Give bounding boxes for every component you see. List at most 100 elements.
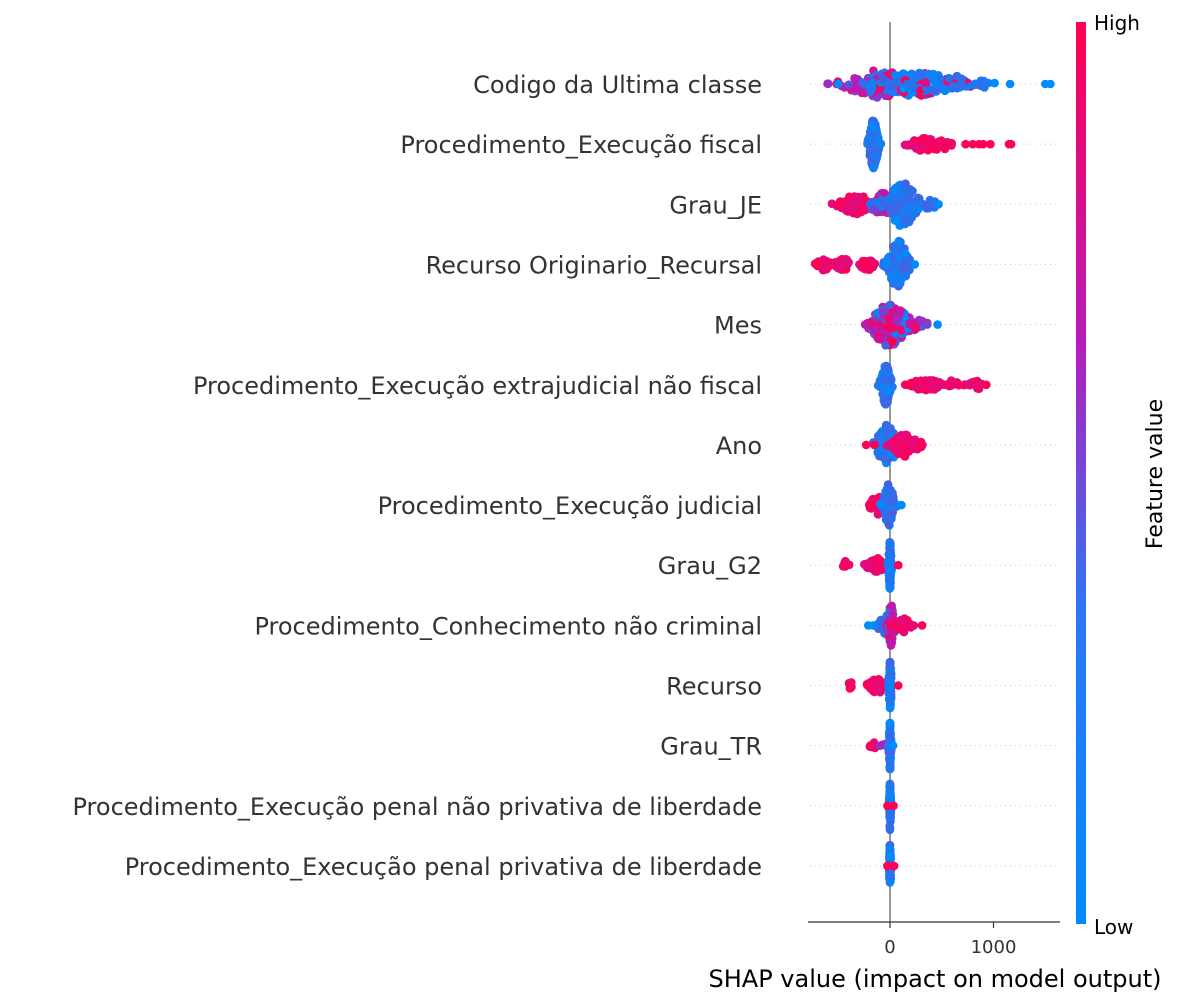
data-point — [881, 341, 890, 350]
x-tick-label: 0 — [884, 937, 895, 958]
data-point — [961, 139, 970, 149]
feature-row-points — [873, 361, 991, 409]
data-point — [897, 500, 906, 510]
data-point — [886, 208, 895, 218]
data-point — [943, 139, 953, 149]
x-axis-title: SHAP value (impact on model output) — [709, 965, 1162, 993]
data-point — [860, 320, 870, 329]
data-point — [894, 309, 904, 318]
data-point — [885, 789, 895, 799]
data-point — [888, 741, 898, 750]
data-point — [875, 621, 885, 630]
data-point — [923, 320, 932, 329]
points — [810, 66, 1055, 887]
data-point — [888, 508, 897, 517]
data-point — [882, 362, 892, 372]
data-point — [884, 201, 893, 210]
data-point — [823, 79, 833, 88]
data-point — [892, 272, 902, 281]
x-ticks: 0 1000 — [884, 922, 1016, 958]
data-point — [932, 383, 942, 393]
data-point — [911, 323, 921, 333]
data-point — [900, 140, 910, 150]
feature-label: Grau_JE — [669, 191, 762, 219]
data-point — [900, 249, 910, 258]
data-point — [813, 260, 822, 269]
feature-label: Codigo da Ultima classe — [473, 71, 762, 99]
data-point — [885, 583, 895, 593]
data-point — [883, 801, 892, 811]
data-point — [907, 208, 917, 218]
data-point — [891, 216, 900, 225]
data-point — [965, 379, 975, 388]
data-point — [957, 74, 966, 83]
feature-label: Grau_G2 — [658, 552, 762, 580]
data-point — [901, 179, 910, 188]
data-point — [892, 625, 901, 635]
data-point — [827, 199, 837, 208]
feature-row-points — [865, 480, 906, 530]
feature-row-points — [861, 420, 927, 468]
data-point — [889, 861, 899, 871]
data-point — [865, 500, 874, 510]
feature-label: Recurso — [666, 673, 762, 701]
data-point — [921, 78, 930, 88]
feature-label: Grau_TR — [660, 733, 762, 761]
feature-label: Procedimento_Execução penal não privativ… — [73, 793, 763, 821]
data-point — [916, 376, 926, 386]
data-point — [875, 320, 884, 329]
colorbar-title: Feature value — [1143, 399, 1168, 549]
data-point — [911, 144, 921, 153]
feature-row-points — [860, 300, 942, 350]
data-point — [867, 158, 876, 167]
data-point — [974, 384, 984, 394]
feature-row-points — [883, 841, 899, 887]
data-point — [885, 727, 895, 737]
data-point — [851, 204, 860, 213]
data-point — [932, 80, 941, 89]
data-point — [883, 558, 893, 567]
data-point — [887, 638, 896, 647]
data-point — [883, 323, 892, 332]
data-point — [910, 260, 920, 269]
feature-row-points — [864, 601, 927, 650]
data-point — [886, 754, 895, 763]
data-point — [885, 300, 895, 310]
data-point — [923, 145, 933, 155]
data-point — [885, 697, 895, 706]
data-point — [924, 69, 933, 79]
data-point — [858, 256, 868, 266]
data-point — [878, 452, 888, 462]
data-point — [835, 200, 844, 209]
data-point — [1046, 79, 1055, 89]
data-point — [886, 810, 895, 820]
data-point — [876, 335, 885, 344]
feature-row-points — [827, 179, 943, 230]
data-point — [978, 139, 988, 149]
data-point — [889, 82, 898, 91]
data-point — [868, 78, 877, 87]
data-point — [896, 615, 905, 625]
data-point — [872, 150, 882, 159]
feature-row-points — [865, 718, 898, 774]
data-point — [986, 139, 995, 149]
data-point — [892, 243, 902, 252]
colorbar-low-label: Low — [1094, 915, 1133, 939]
data-point — [885, 782, 895, 791]
data-point — [865, 265, 874, 275]
data-point — [933, 320, 942, 329]
data-point — [885, 541, 895, 550]
data-point — [861, 440, 871, 450]
data-point — [890, 185, 899, 195]
data-point — [944, 379, 954, 389]
feature-row-points — [883, 779, 898, 835]
data-point — [1005, 79, 1015, 89]
data-point — [888, 495, 898, 505]
data-point — [857, 204, 866, 213]
data-point — [850, 75, 860, 84]
data-point — [923, 203, 933, 212]
data-point — [900, 206, 909, 215]
data-point — [911, 73, 921, 83]
data-point — [886, 681, 896, 691]
x-axis: 0 1000 SHAP value (impact on model output… — [709, 921, 1162, 993]
